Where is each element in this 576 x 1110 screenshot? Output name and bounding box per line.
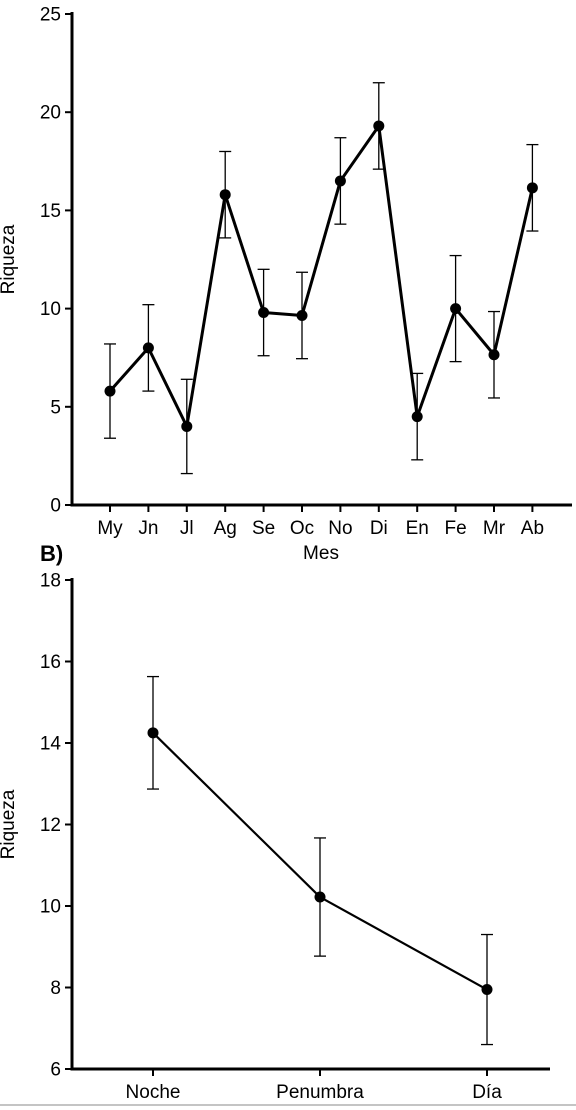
data-point bbox=[219, 189, 231, 201]
panel-label: B) bbox=[40, 541, 63, 566]
y-tick-label: 14 bbox=[40, 734, 62, 755]
y-tick-label: 16 bbox=[40, 652, 61, 673]
y-tick-label: 6 bbox=[50, 1060, 61, 1081]
data-point bbox=[147, 727, 159, 739]
data-point bbox=[411, 411, 423, 423]
panel-b-chart: 6 8 10 12 14 16 18 Noche Penumbra Día Riqueza B) bbox=[0, 541, 550, 1103]
y-tick-label: 20 bbox=[40, 103, 61, 124]
y-tick-label: 0 bbox=[50, 496, 61, 517]
y-axis-label: Riqueza bbox=[0, 224, 19, 294]
y-tick-label: 10 bbox=[40, 299, 61, 320]
data-point bbox=[258, 307, 270, 319]
y-tick-label: 5 bbox=[50, 397, 61, 418]
x-tick-label: Ag bbox=[214, 518, 237, 539]
x-tick-label: Noche bbox=[126, 1082, 181, 1103]
data-point bbox=[296, 309, 308, 321]
data-point bbox=[334, 175, 346, 187]
x-axis-label: Mes bbox=[303, 543, 339, 564]
data-point bbox=[450, 303, 462, 315]
x-tick-label: Mr bbox=[483, 518, 506, 539]
y-axis-label: Riqueza bbox=[0, 789, 19, 859]
data-point bbox=[526, 182, 538, 194]
panel-a-chart: 0 5 10 15 20 25 My Jn Jl Ag Se Oc No Di En Fe Mr Ab Riquez… bbox=[0, 5, 572, 564]
data-point bbox=[104, 385, 116, 397]
x-tick-label: Oc bbox=[290, 518, 314, 539]
x-tick-label: En bbox=[406, 518, 429, 539]
y-tick-label: 15 bbox=[40, 201, 61, 222]
y-tick-label: 12 bbox=[40, 815, 61, 836]
y-tick-label: 25 bbox=[40, 5, 61, 26]
x-tick-label: My bbox=[97, 518, 123, 539]
x-tick-label: Fe bbox=[445, 518, 467, 539]
x-tick-label: Ab bbox=[521, 518, 544, 539]
x-tick-label: Día bbox=[472, 1082, 502, 1103]
x-tick-label: Di bbox=[370, 518, 388, 539]
y-tick-label: 8 bbox=[50, 978, 61, 999]
data-point bbox=[181, 420, 193, 432]
x-tick-label: Jn bbox=[138, 518, 158, 539]
x-tick-label: Jl bbox=[180, 518, 194, 539]
data-point bbox=[481, 984, 493, 996]
data-point bbox=[314, 891, 326, 903]
x-tick-label: Se bbox=[252, 518, 275, 539]
x-tick-label: No bbox=[328, 518, 352, 539]
data-point bbox=[142, 342, 154, 354]
y-tick-label: 10 bbox=[40, 897, 61, 918]
data-point bbox=[373, 120, 385, 132]
x-tick-label: Penumbra bbox=[276, 1082, 364, 1103]
y-tick-label: 18 bbox=[40, 571, 61, 592]
data-point bbox=[488, 349, 500, 361]
series-line bbox=[108, 124, 534, 428]
